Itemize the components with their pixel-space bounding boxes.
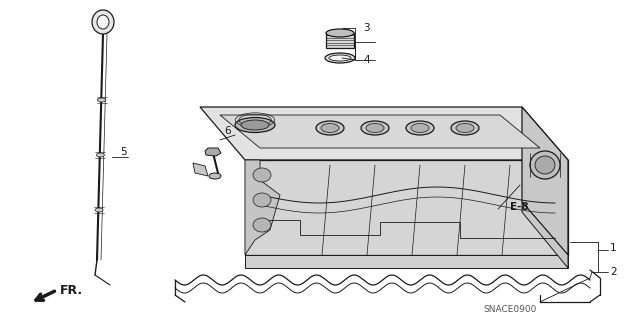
Ellipse shape: [326, 29, 354, 37]
Ellipse shape: [411, 123, 429, 132]
Ellipse shape: [95, 208, 103, 212]
Ellipse shape: [97, 15, 109, 29]
Polygon shape: [522, 107, 568, 255]
Ellipse shape: [253, 218, 271, 232]
Text: 4: 4: [363, 55, 370, 65]
Ellipse shape: [366, 123, 384, 132]
Text: FR.: FR.: [60, 284, 83, 296]
Polygon shape: [220, 115, 540, 148]
Text: 3: 3: [363, 23, 370, 33]
Polygon shape: [193, 163, 208, 176]
Text: 2: 2: [610, 267, 616, 277]
Ellipse shape: [97, 153, 104, 157]
Ellipse shape: [209, 173, 221, 179]
Ellipse shape: [535, 156, 555, 174]
Ellipse shape: [361, 121, 389, 135]
Polygon shape: [200, 107, 568, 160]
Ellipse shape: [92, 10, 114, 34]
Text: 1: 1: [610, 243, 616, 253]
Ellipse shape: [253, 193, 271, 207]
Ellipse shape: [406, 121, 434, 135]
Ellipse shape: [253, 168, 271, 182]
Ellipse shape: [451, 121, 479, 135]
Text: SNACE0900: SNACE0900: [483, 306, 537, 315]
Ellipse shape: [530, 151, 560, 179]
Polygon shape: [326, 33, 354, 48]
Polygon shape: [205, 148, 221, 156]
Ellipse shape: [325, 53, 355, 63]
Text: E-8: E-8: [510, 202, 529, 212]
Polygon shape: [245, 160, 280, 255]
Ellipse shape: [456, 123, 474, 132]
Text: 5: 5: [120, 147, 127, 157]
Polygon shape: [522, 202, 568, 268]
Polygon shape: [245, 160, 568, 255]
Text: 6: 6: [225, 126, 231, 136]
Ellipse shape: [241, 120, 269, 130]
Ellipse shape: [97, 98, 106, 102]
Ellipse shape: [235, 117, 275, 132]
Ellipse shape: [321, 123, 339, 132]
Polygon shape: [245, 255, 568, 268]
Ellipse shape: [316, 121, 344, 135]
Ellipse shape: [329, 55, 351, 61]
